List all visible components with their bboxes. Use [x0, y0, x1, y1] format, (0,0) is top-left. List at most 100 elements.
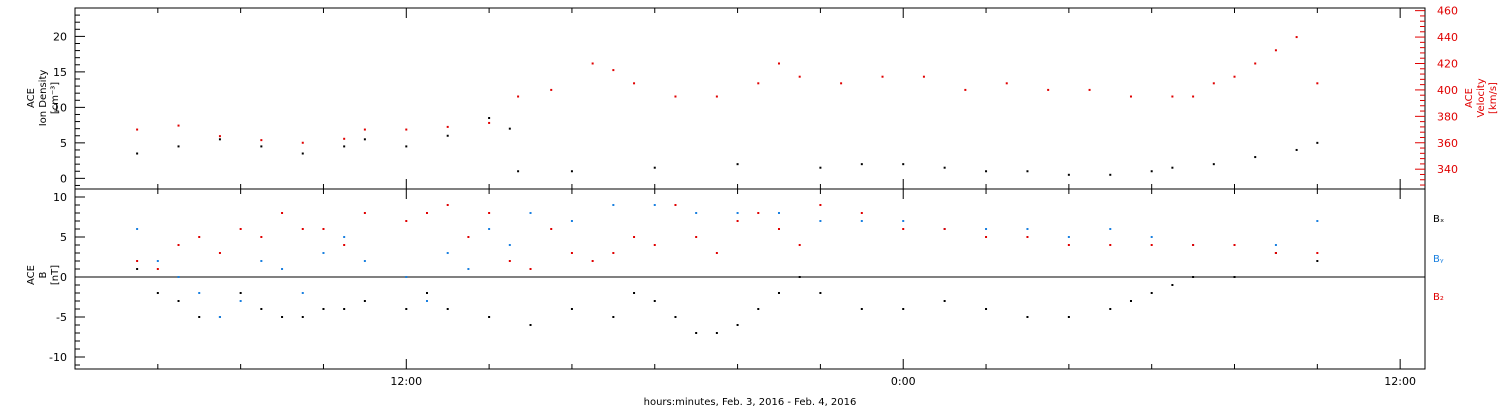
- by-point: [570, 220, 573, 222]
- density-point: [260, 145, 263, 148]
- bz-point: [1316, 252, 1319, 254]
- density-velocity-panel: 0 5 10 15 20 340 360 380 400 420 440 460 ACE Ion D…: [26, 5, 1499, 190]
- magnetic-field-panel: -10 -5 0 5 10 ACE B [nT] Bₓ Bᵧ B₂: [26, 188, 1444, 370]
- velocity-point: [488, 121, 491, 124]
- bx-point: [1150, 292, 1153, 294]
- velocity-tick-label: 440: [1437, 31, 1458, 44]
- density-point: [985, 170, 988, 173]
- bx-point: [570, 308, 573, 310]
- density-point: [343, 145, 346, 148]
- bz-point: [591, 260, 594, 262]
- by-point: [322, 252, 325, 254]
- by-point: [467, 268, 470, 270]
- velocity-point: [1233, 75, 1236, 78]
- bx-point: [198, 316, 201, 318]
- legend-bx: Bₓ: [1433, 214, 1444, 225]
- velocity-point: [1295, 36, 1298, 39]
- velocity-point: [343, 137, 346, 140]
- bz-point: [405, 220, 408, 222]
- velocity-point: [517, 95, 520, 98]
- density-velocity-points: [136, 36, 1319, 176]
- density-tick-label: 15: [53, 66, 67, 79]
- density-point: [488, 117, 491, 120]
- by-point: [281, 268, 284, 270]
- density-point: [301, 152, 304, 155]
- velocity-point: [218, 135, 221, 138]
- bz-point: [508, 260, 511, 262]
- bx-point: [1109, 308, 1112, 310]
- bx-point: [695, 332, 698, 334]
- bx-point: [985, 308, 988, 310]
- bz-point: [550, 228, 553, 230]
- b-field-points: [136, 204, 1319, 334]
- bx-point: [281, 316, 284, 318]
- density-point: [570, 170, 573, 173]
- by-point: [260, 260, 263, 262]
- bx-point: [674, 316, 677, 318]
- density-point: [508, 127, 511, 130]
- velocity-point: [1192, 95, 1195, 98]
- bz-point: [902, 228, 905, 230]
- bx-point: [860, 308, 863, 310]
- bx-point: [902, 308, 905, 310]
- density-point: [736, 163, 739, 166]
- bz-point: [488, 212, 491, 214]
- density-point: [1316, 141, 1319, 144]
- bz-point: [798, 244, 801, 246]
- time-axis-label: hours:minutes, Feb. 3, 2016 - Feb. 4, 20…: [644, 397, 857, 408]
- bx-point: [1129, 300, 1132, 302]
- bx-point: [612, 316, 615, 318]
- velocity-point: [777, 62, 780, 65]
- density-point: [405, 145, 408, 148]
- time-tick-label: 12:00: [1384, 375, 1416, 388]
- bz-point: [1274, 252, 1277, 254]
- bx-point: [736, 324, 739, 326]
- velocity-tick-label: 340: [1437, 163, 1458, 176]
- time-axis: 12:00 0:00 12:00: [74, 8, 1416, 388]
- bz-point: [260, 236, 263, 238]
- bx-point: [943, 300, 946, 302]
- density-point: [446, 134, 449, 137]
- bz-point: [1150, 244, 1153, 246]
- b-tick-label: 0: [60, 271, 67, 284]
- bz-point: [777, 228, 780, 230]
- b-axis-title: ACE B [nT]: [26, 265, 61, 285]
- density-axis-title-line-2: Ion Density: [38, 70, 49, 127]
- velocity-axis-title: ACE Velocity [km/s]: [1464, 78, 1499, 117]
- by-point: [612, 204, 615, 206]
- density-point: [1150, 170, 1153, 173]
- bx-point: [177, 300, 180, 302]
- bz-point: [695, 236, 698, 238]
- bz-point: [281, 212, 284, 214]
- density-point: [1109, 173, 1112, 176]
- bz-point: [819, 204, 822, 206]
- by-point: [1316, 220, 1319, 222]
- bz-point: [136, 260, 139, 262]
- velocity-tick-label: 400: [1437, 84, 1458, 97]
- bx-point: [1316, 260, 1319, 262]
- velocity-point: [1316, 82, 1319, 85]
- by-point: [446, 252, 449, 254]
- b-components-legend: Bₓ Bᵧ B₂: [1433, 214, 1444, 303]
- bz-point: [1026, 236, 1029, 238]
- density-point: [1171, 166, 1174, 169]
- bz-point: [612, 252, 615, 254]
- by-point: [1109, 228, 1112, 230]
- by-point: [777, 212, 780, 214]
- velocity-tick-label: 420: [1437, 57, 1458, 70]
- velocity-point: [1274, 49, 1277, 52]
- velocity-axis-ticks: 340 360 380 400 420 440 460: [1415, 5, 1458, 186]
- velocity-point: [1171, 95, 1174, 98]
- density-point: [1067, 173, 1070, 176]
- velocity-point: [1088, 88, 1091, 91]
- bx-point: [715, 332, 718, 334]
- by-point: [198, 292, 201, 294]
- bx-point: [653, 300, 656, 302]
- by-point: [736, 212, 739, 214]
- by-point: [156, 260, 159, 262]
- velocity-tick-label: 380: [1437, 110, 1458, 123]
- bz-point: [446, 204, 449, 206]
- bx-point: [777, 292, 780, 294]
- density-point: [517, 170, 520, 173]
